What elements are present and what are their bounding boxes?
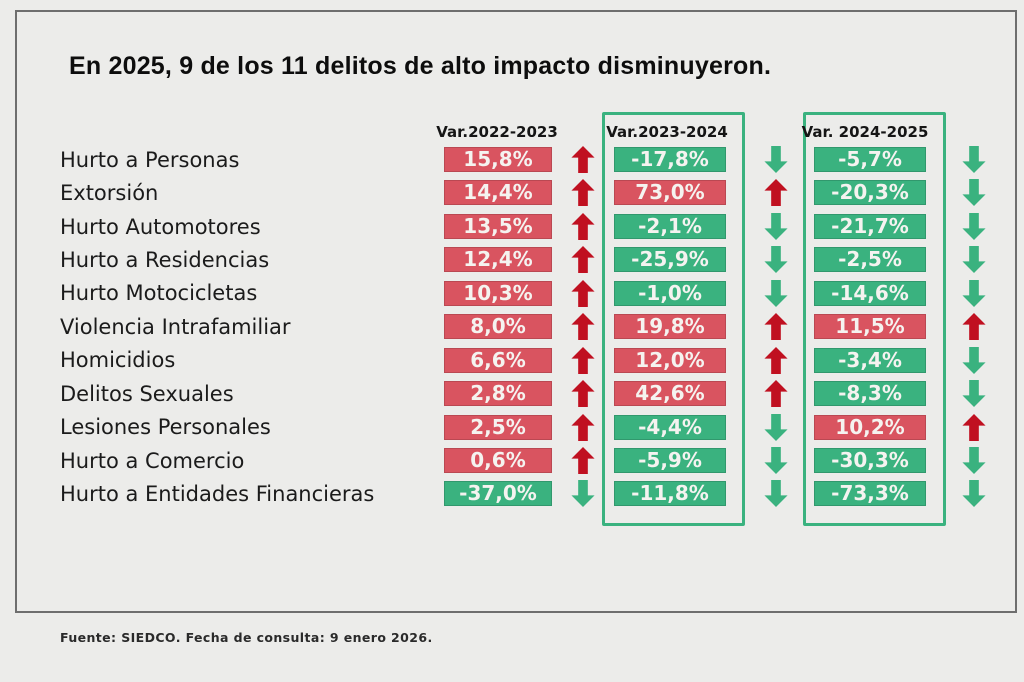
crime-label: Hurto Automotores (60, 214, 261, 239)
value-chip-2023-2024: -25,9% (614, 247, 726, 273)
highlight-box-2024-2025 (803, 112, 946, 526)
source-note: Fuente: SIEDCO. Fecha de consulta: 9 ene… (60, 630, 433, 645)
value-chip-2023-2024: 73,0% (614, 180, 726, 206)
crime-label: Lesiones Personales (60, 415, 271, 440)
trend-arrow-icon (961, 246, 987, 274)
trend-arrow-icon (570, 480, 596, 508)
trend-arrow-icon (570, 380, 596, 408)
value-chip-2024-2025: -3,4% (814, 347, 926, 373)
table-row: Extorsión 14,4% 73,0% -20,3% (17, 176, 1015, 209)
trend-arrow-icon (763, 413, 789, 441)
value-chip-2023-2024: 12,0% (614, 347, 726, 373)
column-header-2023-2024: Var.2023-2024 (606, 123, 728, 141)
crime-label: Extorsión (60, 181, 159, 206)
page-title: En 2025, 9 de los 11 delitos de alto imp… (69, 52, 772, 80)
trend-arrow-icon (961, 212, 987, 240)
trend-arrow-icon (961, 413, 987, 441)
table-row: Homicidios 6,6% 12,0% -3,4% (17, 344, 1015, 377)
crime-label: Hurto a Residencias (60, 248, 270, 273)
column-header-2024-2025: Var. 2024-2025 (801, 123, 929, 141)
crime-label: Hurto a Entidades Financieras (60, 482, 375, 507)
table-row: Violencia Intrafamiliar 8,0% 19,8% 11,5% (17, 310, 1015, 343)
value-chip-2024-2025: 10,2% (814, 414, 926, 440)
crime-label: Hurto a Comercio (60, 448, 245, 473)
value-chip-2023-2024: 42,6% (614, 381, 726, 407)
table-row: Hurto a Personas 15,8% -17,8% -5,7% (17, 143, 1015, 176)
trend-arrow-icon (570, 446, 596, 474)
trend-arrow-icon (570, 413, 596, 441)
trend-arrow-icon (961, 346, 987, 374)
trend-arrow-icon (570, 146, 596, 173)
value-chip-2023-2024: -1,0% (614, 280, 726, 306)
table-row: Hurto a Entidades Financieras -37,0% -11… (17, 477, 1015, 510)
value-chip-2024-2025: -73,3% (814, 481, 926, 507)
trend-arrow-icon (570, 179, 596, 207)
value-chip-2022-2023: 0,6% (444, 447, 552, 473)
crime-label: Violencia Intrafamiliar (60, 314, 291, 339)
value-chip-2023-2024: -11,8% (614, 481, 726, 507)
trend-arrow-icon (763, 446, 789, 474)
value-chip-2024-2025: -30,3% (814, 447, 926, 473)
table-row: Hurto a Comercio 0,6% -5,9% -30,3% (17, 444, 1015, 477)
crime-label: Hurto Motocicletas (60, 281, 258, 306)
trend-arrow-icon (763, 146, 789, 173)
crime-label: Homicidios (60, 348, 176, 373)
value-chip-2022-2023: 15,8% (444, 147, 552, 172)
table-row: Hurto Automotores 13,5% -2,1% -21,7% (17, 210, 1015, 243)
value-chip-2024-2025: -5,7% (814, 147, 926, 172)
trend-arrow-icon (570, 212, 596, 240)
trend-arrow-icon (961, 146, 987, 173)
value-chip-2023-2024: -17,8% (614, 147, 726, 172)
table-row: Delitos Sexuales 2,8% 42,6% -8,3% (17, 377, 1015, 410)
trend-arrow-icon (570, 313, 596, 341)
trend-arrow-icon (961, 179, 987, 207)
value-chip-2022-2023: 13,5% (444, 213, 552, 239)
value-chip-2022-2023: 2,8% (444, 381, 552, 407)
value-chip-2024-2025: -21,7% (814, 213, 926, 239)
value-chip-2022-2023: 14,4% (444, 180, 552, 206)
table-row: Lesiones Personales 2,5% -4,4% 10,2% (17, 411, 1015, 444)
trend-arrow-icon (961, 480, 987, 508)
trend-arrow-icon (763, 179, 789, 207)
trend-arrow-icon (961, 446, 987, 474)
value-chip-2024-2025: -20,3% (814, 180, 926, 206)
trend-arrow-icon (763, 480, 789, 508)
value-chip-2024-2025: -14,6% (814, 280, 926, 306)
value-chip-2024-2025: -2,5% (814, 247, 926, 273)
crime-label: Hurto a Personas (60, 147, 240, 172)
trend-arrow-icon (570, 279, 596, 307)
crime-table: Hurto a Personas 15,8% -17,8% -5,7% Exto… (17, 143, 1015, 511)
value-chip-2022-2023: -37,0% (444, 481, 552, 507)
trend-arrow-icon (961, 380, 987, 408)
value-chip-2023-2024: 19,8% (614, 314, 726, 340)
crime-label: Delitos Sexuales (60, 381, 234, 406)
trend-arrow-icon (763, 212, 789, 240)
trend-arrow-icon (763, 346, 789, 374)
infographic-card: En 2025, 9 de los 11 delitos de alto imp… (15, 10, 1017, 613)
trend-arrow-icon (763, 380, 789, 408)
value-chip-2022-2023: 10,3% (444, 280, 552, 306)
highlight-box-2023-2024 (602, 112, 745, 526)
value-chip-2023-2024: -4,4% (614, 414, 726, 440)
value-chip-2024-2025: 11,5% (814, 314, 926, 340)
trend-arrow-icon (763, 313, 789, 341)
column-header-2022-2023: Var.2022-2023 (436, 123, 558, 141)
table-row: Hurto a Residencias 12,4% -25,9% -2,5% (17, 243, 1015, 276)
value-chip-2023-2024: -5,9% (614, 447, 726, 473)
value-chip-2022-2023: 6,6% (444, 347, 552, 373)
table-row: Hurto Motocicletas 10,3% -1,0% -14,6% (17, 277, 1015, 310)
value-chip-2022-2023: 2,5% (444, 414, 552, 440)
trend-arrow-icon (570, 246, 596, 274)
value-chip-2024-2025: -8,3% (814, 381, 926, 407)
trend-arrow-icon (961, 313, 987, 341)
trend-arrow-icon (961, 279, 987, 307)
trend-arrow-icon (570, 346, 596, 374)
value-chip-2022-2023: 12,4% (444, 247, 552, 273)
trend-arrow-icon (763, 246, 789, 274)
value-chip-2022-2023: 8,0% (444, 314, 552, 340)
value-chip-2023-2024: -2,1% (614, 213, 726, 239)
trend-arrow-icon (763, 279, 789, 307)
